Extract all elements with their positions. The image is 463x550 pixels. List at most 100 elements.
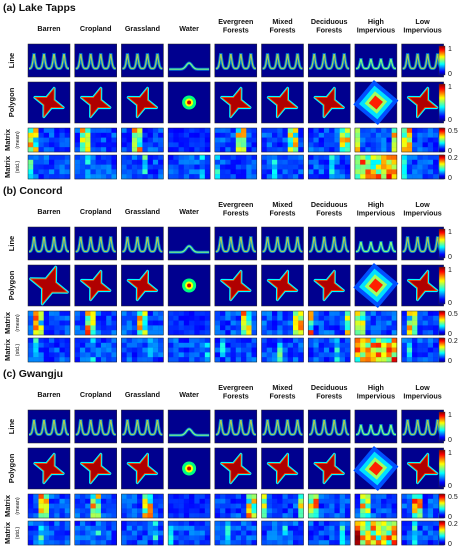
column-label: Water <box>179 390 199 399</box>
row-label: Line <box>7 236 16 251</box>
colorbar: 0.20 <box>438 520 458 548</box>
colorbar: 10 <box>438 45 452 78</box>
polygon-heatmap-cell <box>27 264 71 307</box>
polygon-heatmap-cell <box>74 447 117 490</box>
colorbar: 10 <box>438 83 452 124</box>
matrix-std-cell <box>261 337 304 363</box>
matrix-mean-cell <box>307 127 351 153</box>
polygon-heatmap-cell <box>121 447 164 490</box>
row-label: Matrix <box>3 521 12 544</box>
column-label: Evergreen Forests <box>218 17 253 35</box>
matrix-mean-cell <box>121 493 164 519</box>
polygon-heatmap-cell <box>401 81 444 124</box>
column-label: Deciduous Forests <box>311 17 348 35</box>
matrix-std-cell <box>74 337 117 363</box>
line-heatmap-cell <box>121 409 164 444</box>
column-label: Low Impervious <box>403 200 441 218</box>
matrix-mean-cell <box>354 493 398 519</box>
matrix-std-cell <box>401 154 444 180</box>
line-heatmap-cell <box>214 409 258 444</box>
line-heatmap-cell <box>401 409 444 444</box>
column-label: Cropland <box>80 207 112 216</box>
polygon-heatmap-cell <box>74 264 117 307</box>
matrix-std-cell <box>27 520 71 546</box>
matrix-mean-cell <box>307 493 351 519</box>
line-heatmap-cell <box>401 226 444 261</box>
matrix-std-cell <box>401 337 444 363</box>
polygon-heatmap-cell <box>307 447 351 490</box>
column-label: Barren <box>37 207 60 216</box>
matrix-std-cell <box>307 337 351 363</box>
colorbar-tick-min: 0 <box>448 148 452 155</box>
matrix-mean-cell <box>121 127 164 153</box>
colorbar-tick-min: 0 <box>448 483 452 490</box>
column-label: Mixed Forests <box>270 383 296 401</box>
column-label: Mixed Forests <box>270 17 296 35</box>
colorbar-tick-max: 0.2 <box>448 338 458 345</box>
panel-title: (a) Lake Tapps <box>3 2 76 14</box>
row-label: Line <box>7 419 16 434</box>
polygon-heatmap-cell <box>214 447 258 490</box>
matrix-mean-cell <box>354 127 398 153</box>
polygon-heatmap-cell <box>167 447 211 490</box>
colorbar-tick-max: 1 <box>448 46 452 53</box>
colorbar: 0.50 <box>438 127 458 155</box>
polygon-heatmap-cell <box>167 81 211 124</box>
matrix-std-cell <box>307 520 351 546</box>
polygon-heatmap-cell <box>214 264 258 307</box>
matrix-std-cell <box>167 154 211 180</box>
column-label: High Impervious <box>357 17 395 35</box>
colorbar-tick-max: 1 <box>448 229 452 236</box>
line-heatmap-cell <box>354 226 398 261</box>
panel-title: (c) Gwangju <box>3 368 63 380</box>
matrix-mean-cell <box>121 310 164 336</box>
matrix-mean-cell <box>74 127 117 153</box>
matrix-mean-cell <box>401 493 444 519</box>
line-heatmap-cell <box>167 226 211 261</box>
row-label: Polygon <box>7 87 16 117</box>
matrix-std-cell <box>167 520 211 546</box>
colorbar-tick-max: 0.2 <box>448 521 458 528</box>
matrix-std-cell <box>214 337 258 363</box>
column-label: Cropland <box>80 390 112 399</box>
line-heatmap-cell <box>121 226 164 261</box>
column-label: High Impervious <box>357 200 395 218</box>
row-sublabel: (std.) <box>15 344 21 357</box>
matrix-mean-cell <box>74 493 117 519</box>
matrix-std-cell <box>261 520 304 546</box>
matrix-mean-cell <box>167 127 211 153</box>
colorbar-tick-min: 0 <box>448 117 452 124</box>
colorbar: 0.20 <box>438 337 458 365</box>
line-heatmap-cell <box>74 226 117 261</box>
panel-1: (a) Lake Tapps Barren Cropland Grassland Wat… <box>3 2 458 182</box>
polygon-heatmap-cell <box>261 264 304 307</box>
line-heatmap-cell <box>261 226 304 261</box>
matrix-std-cell <box>121 520 164 546</box>
matrix-mean-cell <box>307 310 351 336</box>
row-sublabel: (mean) <box>15 497 21 515</box>
line-heatmap-cell <box>74 43 117 78</box>
colorbar: 0.50 <box>438 310 458 338</box>
polygon-heatmap-cell <box>214 81 258 124</box>
colorbar-tick-max: 0.2 <box>448 155 458 162</box>
line-heatmap-cell <box>214 43 258 78</box>
colorbar-tick-max: 1 <box>448 84 452 91</box>
colorbar-tick-max: 0.5 <box>448 128 458 135</box>
line-heatmap-cell <box>27 43 71 78</box>
polygon-heatmap-cell <box>307 81 351 124</box>
matrix-std-cell <box>121 337 164 363</box>
polygon-heatmap-cell <box>261 447 304 490</box>
polygon-heatmap-cell <box>74 81 117 124</box>
matrix-mean-cell <box>261 127 304 153</box>
matrix-std-cell <box>74 520 117 546</box>
matrix-std-cell <box>261 154 304 180</box>
row-sublabel: (std.) <box>15 527 21 540</box>
line-heatmap-cell <box>307 43 351 78</box>
polygon-heatmap-cell <box>261 81 304 124</box>
column-label: Grassland <box>125 390 160 399</box>
column-label: Grassland <box>125 207 160 216</box>
column-label: Barren <box>37 24 60 33</box>
colorbar-tick-min: 0 <box>448 254 452 261</box>
panel-title: (b) Concord <box>3 185 63 197</box>
column-label: Low Impervious <box>403 17 441 35</box>
